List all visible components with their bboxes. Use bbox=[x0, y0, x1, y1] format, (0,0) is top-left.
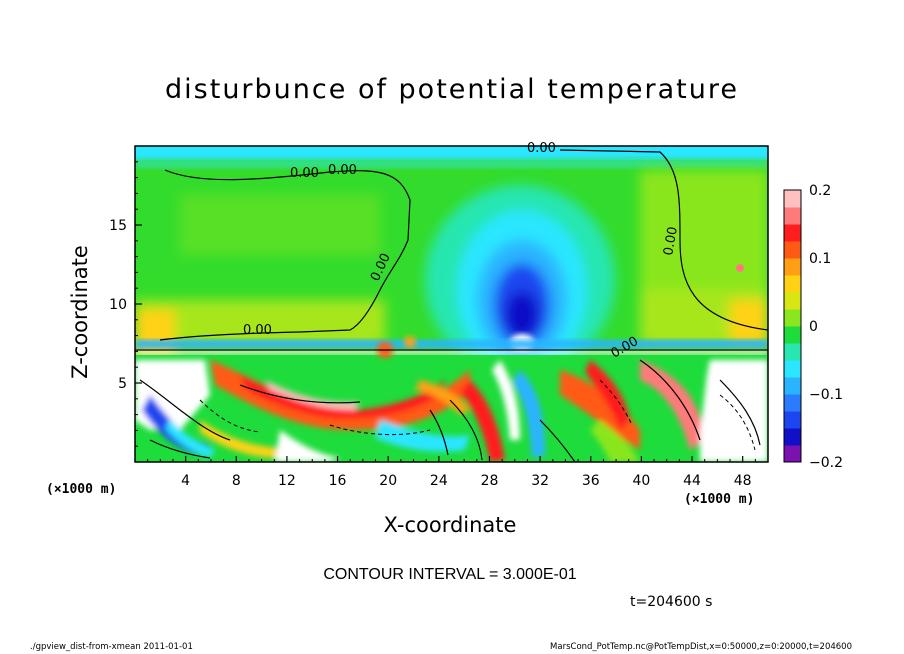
y-axis-unit: (×1000 m) bbox=[46, 482, 117, 497]
y-tick-label: 15 bbox=[109, 218, 127, 234]
colorbar-segment bbox=[784, 428, 801, 446]
y-tick-label: 5 bbox=[118, 376, 127, 392]
colorbar-segment bbox=[784, 224, 801, 242]
colorbar-segment bbox=[784, 445, 801, 463]
x-tick-label: 16 bbox=[329, 473, 347, 489]
x-tick-label: 8 bbox=[232, 473, 241, 489]
x-tick-label: 24 bbox=[430, 473, 448, 489]
colorbar-segment bbox=[784, 258, 801, 276]
colorbar-segment bbox=[784, 411, 801, 429]
footer-right: MarsCond_PotTemp.nc@PotTempDist,x=0:5000… bbox=[550, 642, 852, 652]
x-tick-label: 28 bbox=[481, 473, 499, 489]
colorbar-segment bbox=[784, 292, 801, 310]
colorbar-segment bbox=[784, 394, 801, 412]
heatmap-field bbox=[135, 146, 768, 462]
colorbar-segment bbox=[784, 207, 801, 225]
footer-left: ./gpview_dist-from-xmean 2011-01-01 bbox=[30, 642, 193, 652]
x-tick-label: 32 bbox=[531, 473, 549, 489]
contour-label: 0.00 bbox=[243, 323, 272, 338]
contour-interval: CONTOUR INTERVAL = 3.000E-01 bbox=[323, 566, 577, 583]
x-axis-unit: (×1000 m) bbox=[684, 492, 755, 507]
contour-line-lower-4 bbox=[149, 409, 449, 459]
colorbar-segment bbox=[784, 377, 801, 395]
colorbar-frame bbox=[783, 189, 802, 463]
contour-lines bbox=[135, 149, 768, 462]
contour-label: 0.00 bbox=[328, 163, 357, 178]
x-tick-label: 36 bbox=[582, 473, 600, 489]
colorbar-tick-label: 0 bbox=[809, 319, 818, 335]
y-tick-label: 10 bbox=[109, 297, 127, 313]
x-tick-label: 40 bbox=[632, 473, 650, 489]
contour-line-upper-right bbox=[559, 149, 768, 331]
contour-line-lower-2 bbox=[449, 399, 576, 462]
colorbar-segment bbox=[784, 326, 801, 344]
x-tick-label: 12 bbox=[278, 473, 296, 489]
colorbar-segment bbox=[784, 241, 801, 259]
colorbar-segment bbox=[784, 343, 801, 361]
colorbar-tick-label: 0.1 bbox=[809, 251, 831, 267]
time-stamp: t=204600 s bbox=[630, 594, 713, 610]
colorbar-tick-label: −0.2 bbox=[809, 455, 843, 471]
contour-label: 0.00 bbox=[290, 166, 319, 181]
chart-title: disturbunce of potential temperature bbox=[165, 74, 739, 105]
colorbar-tick-label: 0.2 bbox=[809, 183, 831, 199]
x-tick-label: 20 bbox=[379, 473, 397, 489]
x-axis-label: X-coordinate bbox=[383, 513, 517, 537]
contour-line-lower-1 bbox=[139, 379, 361, 441]
x-tick-label: 4 bbox=[181, 473, 190, 489]
colorbar-segment bbox=[784, 275, 801, 293]
colorbar-tick-label: −0.1 bbox=[809, 387, 843, 403]
colorbar-segment bbox=[784, 190, 801, 208]
contour-line-lower-3 bbox=[639, 359, 761, 446]
x-axis-ticks: 4 8 12 16 20 24 28 32 36 40 44 48 bbox=[147, 456, 756, 489]
colorbar-segment bbox=[784, 309, 801, 327]
colorbar: 0.2 0.1 0 −0.1 −0.2 bbox=[783, 183, 843, 471]
contour-dashed bbox=[199, 379, 756, 451]
contour-line-upper-left bbox=[159, 169, 411, 341]
x-tick-label: 44 bbox=[683, 473, 701, 489]
contour-label: 0.00 bbox=[527, 141, 556, 156]
colorbar-segment bbox=[784, 360, 801, 378]
x-tick-label: 48 bbox=[734, 473, 752, 489]
y-axis-ticks: 5 10 15 bbox=[109, 161, 142, 447]
contour-label: 0.00 bbox=[661, 226, 681, 257]
